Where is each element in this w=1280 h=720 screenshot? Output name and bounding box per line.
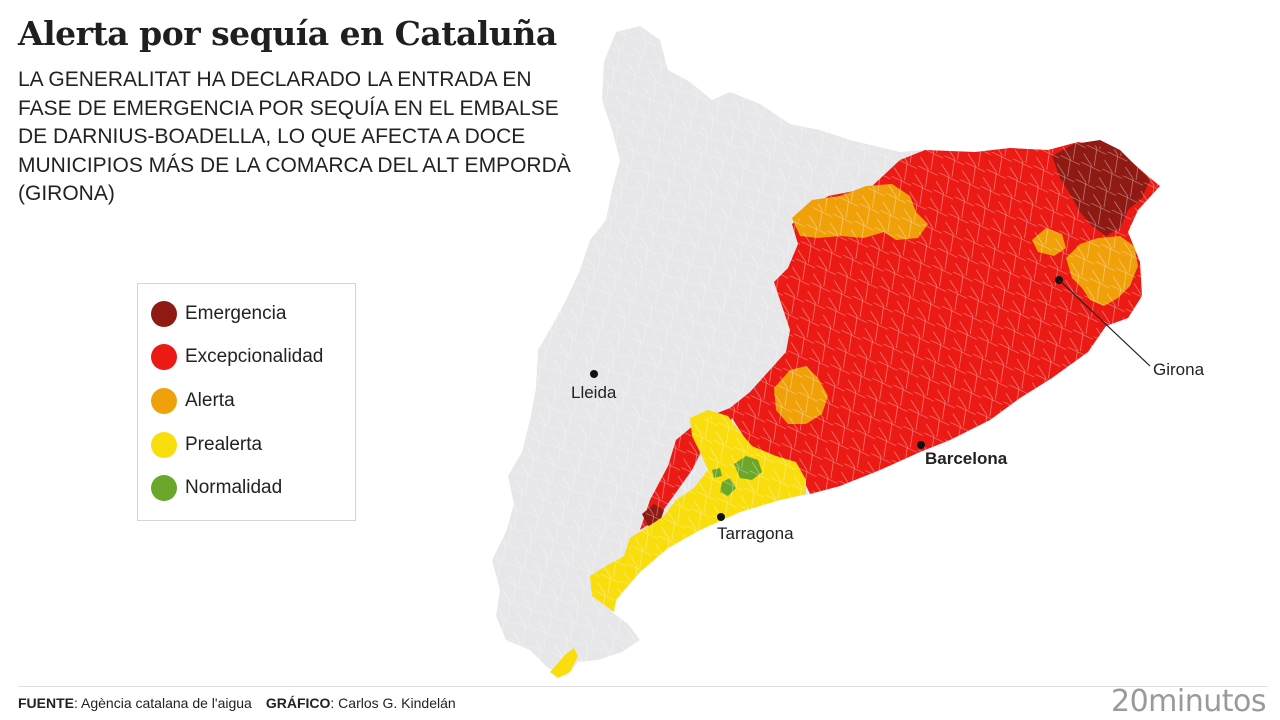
swatch-normalidad [151,475,177,501]
legend-item-normalidad: Normalidad [151,474,282,502]
zone-prealerta-islet [550,648,578,678]
swatch-alerta [151,388,177,414]
girona-leader-line [1058,279,1151,367]
city-label-girona: Girona [1153,360,1205,379]
legend-item-excepcionalidad: Excepcionalidad [151,343,323,371]
marker-lleida [590,370,598,378]
legend-label: Normalidad [185,477,283,498]
swatch-prealerta [151,432,177,458]
footer-credits: FUENTE: Agència catalana de l'aigua GRÁFI… [18,695,456,711]
legend: Emergencia Excepcionalidad Alerta Preale… [137,283,356,521]
city-label-tarragona: Tarragona [717,524,794,543]
page-subtitle: LA GENERALITAT HA DECLARADO LA ENTRADA E… [18,68,571,205]
marker-barcelona [917,441,925,449]
swatch-emergencia [151,301,177,327]
swatch-excepcionalidad [151,344,177,370]
legend-label: Emergencia [185,303,287,324]
legend-label: Excepcionalidad [185,346,324,367]
marker-tarragona [717,513,725,521]
page-title: Alerta por sequía en Cataluña [18,14,557,53]
city-label-barcelona: Barcelona [925,449,1008,468]
legend-label: Prealerta [185,434,263,455]
city-label-lleida: Lleida [571,383,617,402]
source-value: Agència catalana de l'aigua [81,695,252,711]
brand-logo: 20minutos [1110,684,1267,719]
legend-item-alerta: Alerta [151,387,235,415]
legend-label: Alerta [185,390,235,411]
source-label: FUENTE [18,695,74,711]
footer-divider [18,686,1268,687]
legend-item-emergencia: Emergencia [151,300,286,328]
graphic-label: GRÁFICO [265,695,331,711]
legend-item-prealerta: Prealerta [151,431,262,459]
graphic-value: Carlos G. Kindelán [338,695,456,711]
